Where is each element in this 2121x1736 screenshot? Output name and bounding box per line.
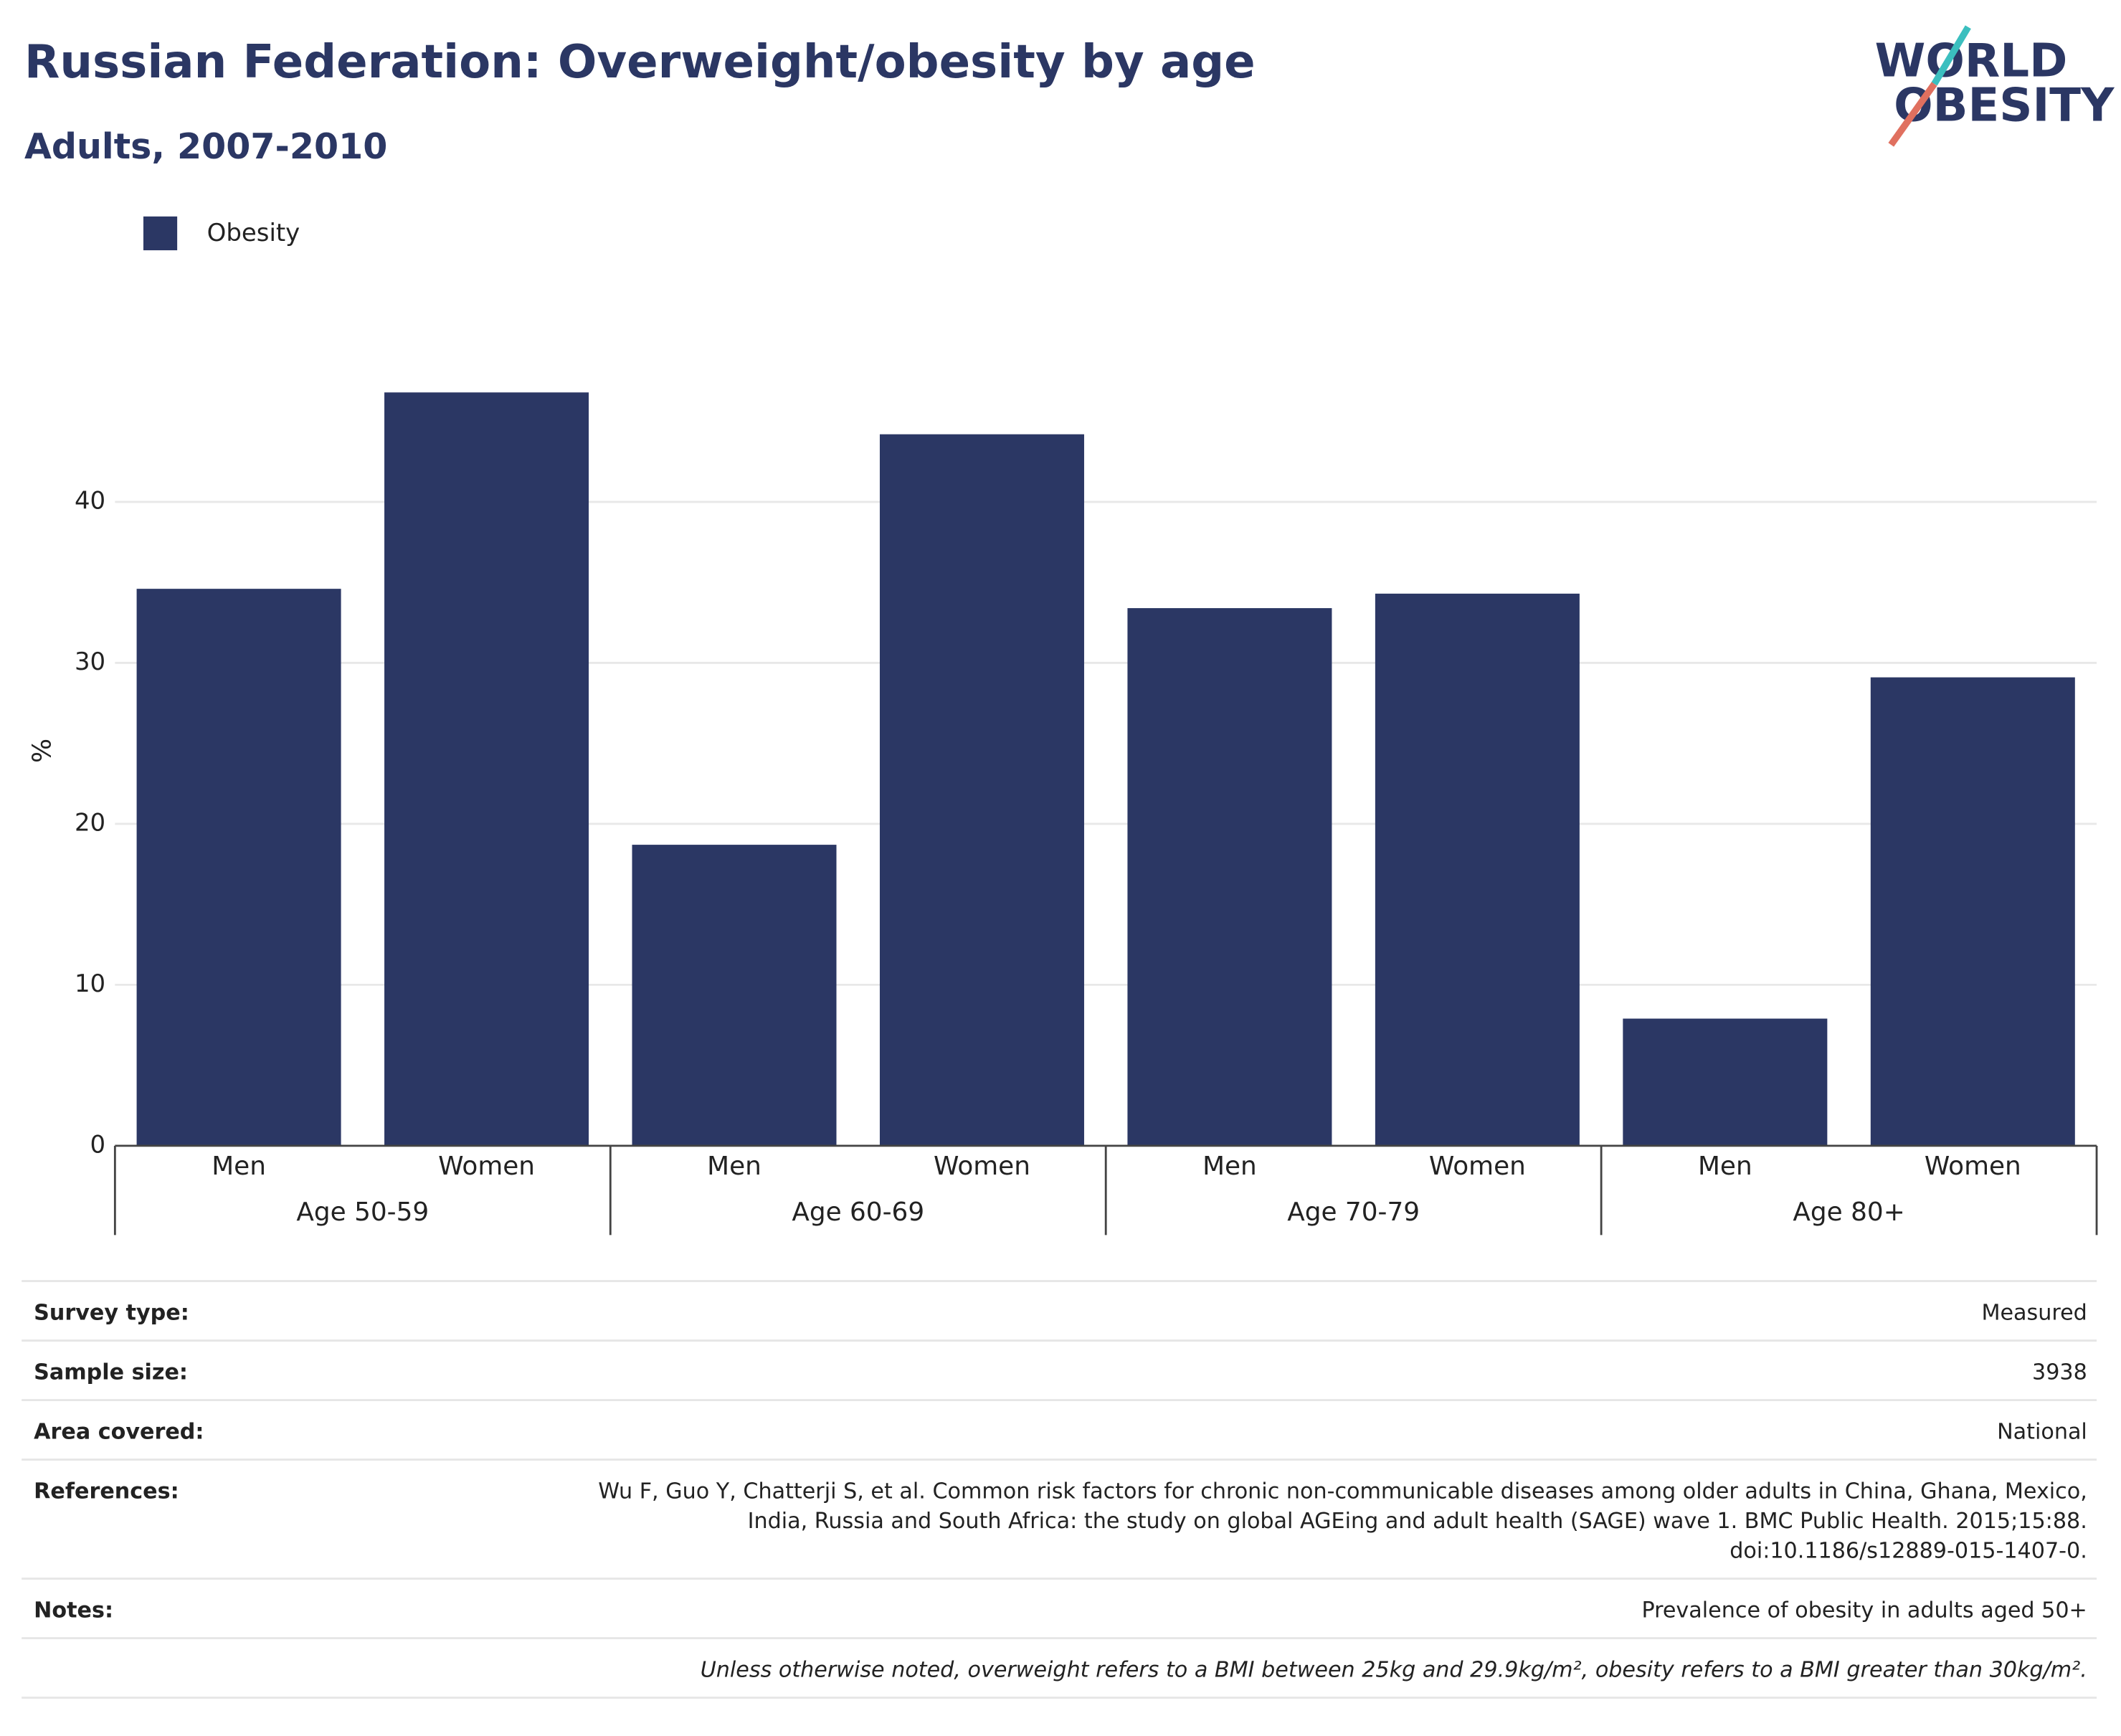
table-label: Area covered: — [34, 1419, 204, 1444]
table-label: Survey type: — [34, 1300, 189, 1325]
group-label: Age 60-69 — [792, 1197, 924, 1227]
table-value: 3938 — [2032, 1360, 2087, 1385]
table-label: References: — [34, 1479, 179, 1504]
y-axis-label: % — [27, 739, 57, 763]
group-label: Age 80+ — [1793, 1197, 1904, 1227]
bar — [1870, 677, 2075, 1146]
x-tick-label: Women — [438, 1152, 535, 1181]
table-value: Wu F, Guo Y, Chatterji S, et al. Common … — [598, 1479, 2087, 1504]
legend-label: Obesity — [207, 219, 300, 247]
chart-subtitle: Adults, 2007-2010 — [24, 125, 387, 167]
chart-title: Russian Federation: Overweight/obesity b… — [24, 35, 1256, 89]
x-tick-label: Men — [1698, 1152, 1752, 1181]
x-tick-label: Men — [1202, 1152, 1257, 1181]
logo-slash — [1931, 25, 1971, 86]
table-value: Measured — [1981, 1300, 2087, 1325]
bar — [1623, 1018, 1828, 1146]
logo: WORLD OBESITY — [1875, 25, 2115, 147]
table-label: Notes: — [34, 1598, 113, 1623]
x-tick-label: Men — [707, 1152, 761, 1181]
group-label: Age 50-59 — [296, 1197, 429, 1227]
x-tick-label: Men — [212, 1152, 266, 1181]
table-label: Sample size: — [34, 1360, 188, 1385]
x-tick-label: Women — [1925, 1152, 2021, 1181]
bar — [136, 589, 341, 1146]
x-tick-label: Women — [934, 1152, 1030, 1181]
y-tick-label: 0 — [90, 1130, 106, 1159]
logo-slash — [1888, 82, 1937, 147]
legend-swatch — [143, 216, 178, 251]
y-tick-label: 10 — [75, 969, 105, 998]
bar — [384, 392, 589, 1146]
bar — [1375, 593, 1580, 1146]
table-value: National — [1997, 1419, 2087, 1444]
x-tick-label: Women — [1429, 1152, 1526, 1181]
group-label: Age 70-79 — [1287, 1197, 1420, 1227]
bar — [1127, 608, 1332, 1146]
table-value: Prevalence of obesity in adults aged 50+ — [1641, 1598, 2087, 1623]
logo-word: WORLD — [1875, 34, 2068, 87]
table-value: doi:10.1186/s12889-015-1407-0. — [1729, 1538, 2087, 1563]
y-tick-label: 20 — [75, 808, 105, 837]
y-tick-label: 40 — [75, 486, 105, 515]
bar — [879, 434, 1084, 1146]
logo-word: OBESITY — [1894, 79, 2115, 133]
bar — [632, 845, 837, 1146]
table-value: India, Russia and South Africa: the stud… — [748, 1509, 2087, 1534]
y-tick-label: 30 — [75, 648, 105, 676]
footnote: Unless otherwise noted, overweight refer… — [701, 1657, 2087, 1682]
